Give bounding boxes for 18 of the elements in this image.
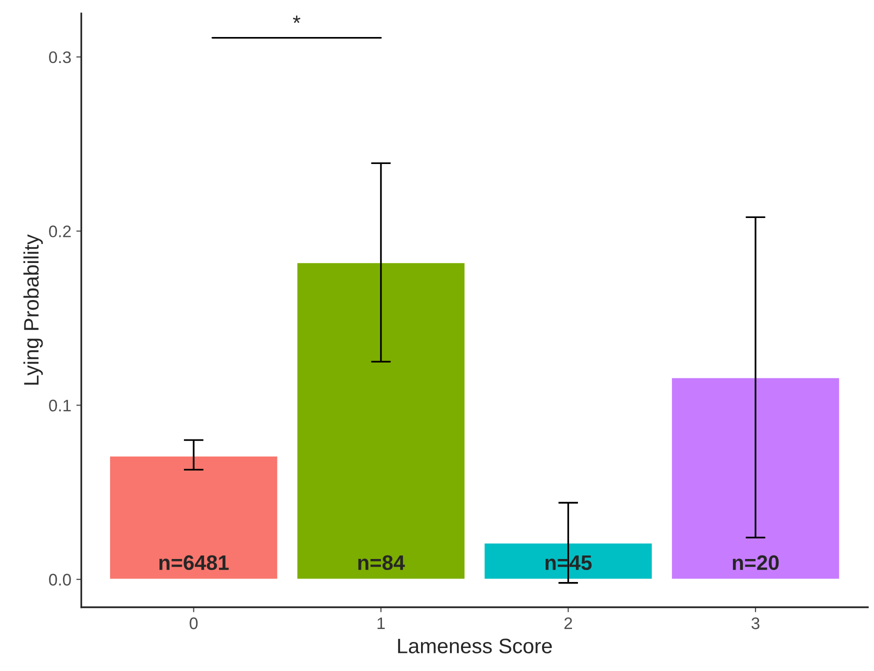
x-axis-title: Lameness Score — [398, 638, 552, 654]
annotation: * — [292, 16, 300, 23]
y-tick-label: 0.0 — [49, 574, 71, 586]
x-tick-label: 3 — [752, 617, 760, 630]
bar — [670, 376, 840, 580]
annotation: n=84 — [358, 555, 405, 570]
y-tick-label: 0.2 — [49, 226, 71, 238]
x-tick-label: 2 — [564, 617, 572, 630]
bar — [108, 455, 279, 580]
y-tick-label: 0.1 — [49, 400, 71, 412]
annotation: n=6481 — [159, 555, 229, 570]
y-tick-label: 0.3 — [49, 51, 71, 64]
x-tick-label: 1 — [378, 618, 385, 630]
y-axis-title: Lying Probability — [23, 234, 43, 385]
bar — [296, 262, 466, 580]
annotation: n=20 — [732, 555, 779, 570]
bar — [483, 542, 654, 580]
x-tick-label: 0 — [190, 617, 198, 630]
